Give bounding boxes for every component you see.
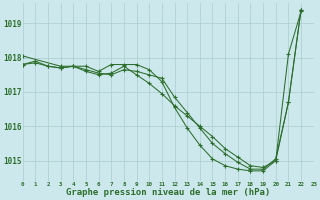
X-axis label: Graphe pression niveau de la mer (hPa): Graphe pression niveau de la mer (hPa) [66,188,270,197]
